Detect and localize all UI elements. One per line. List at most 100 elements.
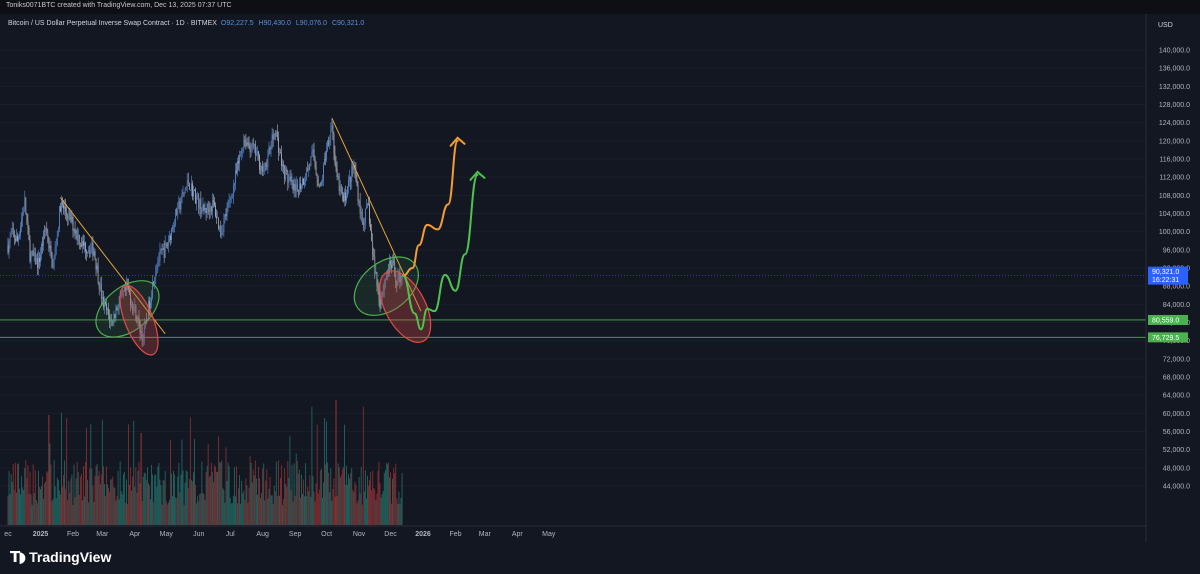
candle-body (214, 201, 215, 206)
candle-body (114, 314, 116, 318)
candle-body (188, 183, 190, 190)
price-tick-label: 88,000.0 (1163, 284, 1190, 291)
candle-body (133, 307, 135, 311)
candle-body (7, 245, 9, 253)
volume-bar (390, 472, 391, 525)
volume-bar (82, 500, 83, 525)
tradingview-logo[interactable]: T◗ TradingView (10, 548, 111, 566)
volume-bar (167, 502, 169, 525)
volume-bar (26, 478, 28, 525)
volume-bar (388, 462, 389, 525)
candle-body (250, 150, 252, 152)
trendline (60, 197, 166, 335)
volume-bar (218, 436, 220, 525)
candle-body (209, 206, 211, 213)
price-axis[interactable]: USD 44,000.0 48,000.0 52,000.0 56,000.0 60,00… (1145, 14, 1200, 542)
volume-bar (119, 461, 121, 525)
time-tick-label: Nov (353, 531, 366, 538)
price-tick-label: 112,000.0 (1159, 175, 1190, 182)
candle-body (279, 152, 280, 153)
volume-bar (213, 482, 214, 525)
candle-body (35, 258, 37, 265)
time-tick-label: ec (4, 531, 12, 538)
candle-body (340, 185, 342, 193)
volume-bar (130, 467, 132, 525)
candle-body (240, 153, 242, 155)
candle-body (258, 151, 259, 156)
candle-body (74, 228, 76, 234)
candle-body (60, 206, 61, 212)
volume-bar (86, 427, 87, 525)
volume-bar (10, 474, 12, 525)
volume-bar (259, 478, 260, 525)
candle-body (319, 185, 321, 187)
candle-body (276, 131, 278, 138)
candle-body (199, 198, 201, 209)
ohlc-open: O92,227.5 (221, 20, 254, 27)
volume-bar (150, 499, 151, 525)
time-axis[interactable]: ec 2025 Feb Mar Apr May Jun Jul Aug Sep Oct Nov Dec 2… (0, 525, 1146, 538)
candle-body (34, 252, 36, 265)
time-tick-label: Dec (384, 531, 397, 538)
volume-bar (57, 479, 59, 525)
volume-bar (88, 502, 90, 525)
candle-body (63, 204, 64, 209)
volume-bar (22, 487, 24, 525)
volume-bar (317, 493, 319, 525)
candle-body (161, 249, 163, 251)
candle-body (241, 150, 243, 154)
volume-bar (12, 463, 14, 525)
candle-body (123, 287, 125, 292)
time-tick-label: May (542, 531, 556, 538)
price-chart[interactable]: USD 44,000.0 48,000.0 52,000.0 56,000.0 60,00… (0, 14, 1200, 542)
legend-ohlc: O92,227.5 H90,430.0 L90,076.0 C90,321.0 (221, 20, 364, 27)
volume-bar (254, 460, 256, 525)
volume-bar (123, 471, 125, 525)
volume-bar (302, 493, 303, 525)
volume-bar (235, 496, 236, 525)
candle-body (166, 244, 168, 246)
candle-body (310, 156, 312, 166)
time-tick-label: Aug (256, 531, 269, 538)
candle-body (216, 216, 217, 219)
price-tick-label: 44,000.0 (1163, 484, 1190, 491)
candle-body (172, 227, 173, 230)
volume-bar (275, 461, 277, 525)
volume-bar (324, 418, 325, 525)
volume-bar (252, 469, 254, 525)
candle-body (371, 230, 373, 241)
volume-bar (243, 490, 245, 525)
candle-body (313, 149, 315, 161)
candle-body (57, 228, 59, 232)
volume-bar (305, 463, 307, 525)
volume-bar (329, 492, 331, 525)
candle-body (396, 282, 398, 286)
candle-body (363, 222, 365, 226)
volume-bars (7, 400, 403, 525)
volume-bar (287, 460, 289, 525)
volume-bar (396, 498, 398, 525)
price-tick-label: 100,000.0 (1159, 229, 1190, 236)
volume-bar (202, 492, 204, 525)
candle-body (30, 252, 32, 262)
last-price-tag (1148, 266, 1188, 285)
candle-body (169, 235, 170, 242)
candle-body (148, 300, 149, 320)
volume-bar (68, 480, 70, 525)
candle-body (109, 315, 111, 322)
volume-bar (133, 420, 135, 525)
candle-body (24, 197, 26, 212)
volume-bar (233, 467, 235, 525)
volume-bar (46, 471, 48, 525)
candle-body (75, 229, 77, 234)
volume-bar (148, 483, 149, 525)
volume-bar (192, 481, 193, 525)
volume-bar (255, 478, 257, 525)
candle-body (84, 242, 85, 246)
candle-body (108, 308, 109, 316)
time-tick-label: 2026 (415, 531, 431, 538)
candle-body (117, 309, 119, 310)
chart-canvas[interactable]: USD 44,000.0 48,000.0 52,000.0 56,000.0 60,00… (0, 14, 1200, 542)
candle-body (151, 297, 152, 303)
candle-body (131, 304, 133, 305)
